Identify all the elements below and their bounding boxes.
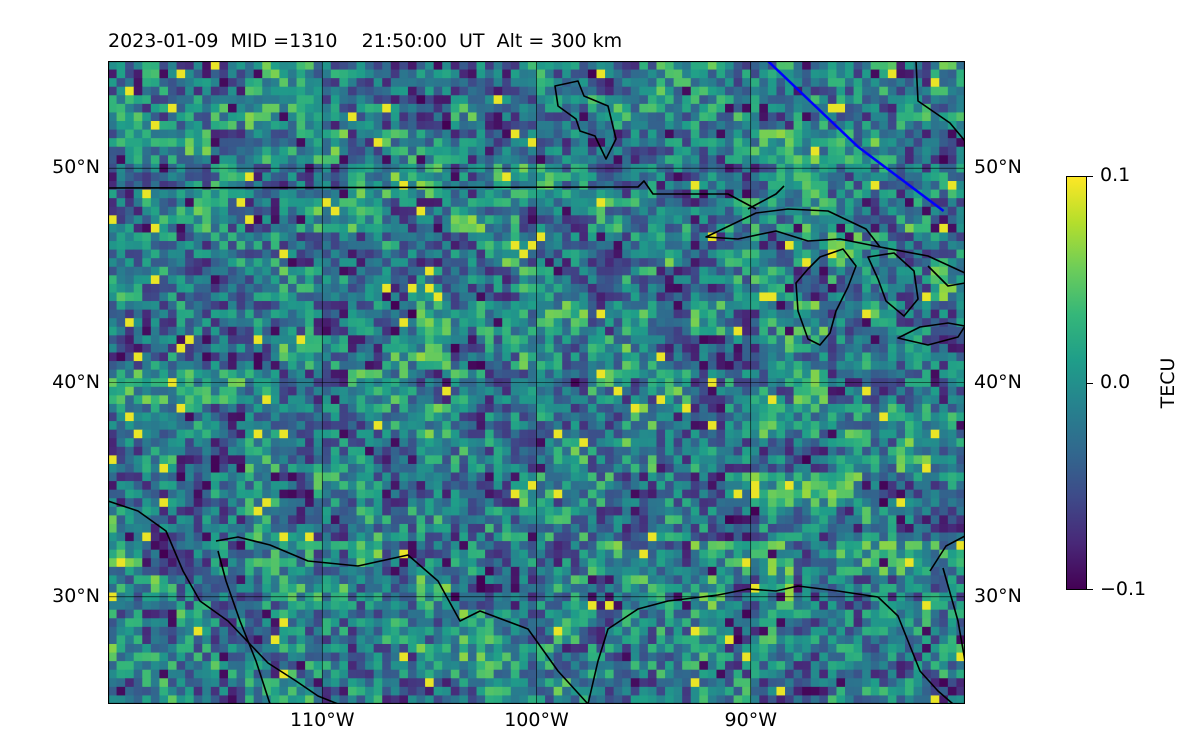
page-title: 2023-01-09 MID =1310 21:50:00 UT Alt = 3… xyxy=(108,30,623,52)
lake-superior-north-shore xyxy=(747,185,785,210)
lake-erie-ontario xyxy=(897,322,965,346)
coastlines xyxy=(108,61,965,704)
lat-label-right: 30°N xyxy=(974,584,1022,607)
mexico-us-border xyxy=(215,536,589,704)
tec-map[interactable] xyxy=(108,61,965,704)
gulf-coast xyxy=(587,585,954,704)
terminator-line xyxy=(767,61,945,212)
lat-label-left: 40°N xyxy=(52,370,100,393)
baja-california xyxy=(108,500,339,704)
map-panel[interactable] xyxy=(108,61,965,704)
tec-heatmap xyxy=(108,61,965,704)
gulf-of-california xyxy=(217,550,271,704)
colorbar-tick-mark xyxy=(1087,176,1093,177)
colorbar-label: TECU xyxy=(1157,357,1179,409)
lat-label-right: 40°N xyxy=(974,370,1022,393)
colorbar-tick-label: −0.1 xyxy=(1100,578,1147,600)
lat-label-left: 30°N xyxy=(52,584,100,607)
canada-us-border xyxy=(108,180,757,210)
great-lakes-east-coast xyxy=(927,265,965,287)
colorbar-tick-label: 0.1 xyxy=(1100,164,1131,186)
colorbar-tick-mark xyxy=(1087,383,1093,384)
lat-label-left: 50°N xyxy=(52,156,100,179)
gridlines xyxy=(108,61,965,704)
colorbar-tick-mark xyxy=(1087,589,1093,590)
hudson-bay-coast xyxy=(915,61,965,142)
florida-east-coast xyxy=(942,567,965,662)
lon-label: 90°W xyxy=(724,709,777,731)
map-frame xyxy=(108,61,965,704)
lon-label: 110°W xyxy=(289,709,355,731)
lake-huron xyxy=(867,252,919,317)
florida-peninsula xyxy=(929,535,965,572)
lake-michigan xyxy=(795,248,857,346)
lat-label-right: 50°N xyxy=(974,156,1022,179)
colorbar-tick-label: 0.0 xyxy=(1100,371,1131,393)
lon-label: 100°W xyxy=(504,709,569,731)
colorbar xyxy=(1066,176,1087,590)
georgian-bay-shore xyxy=(879,246,965,274)
hudson-bay-island xyxy=(554,80,617,160)
